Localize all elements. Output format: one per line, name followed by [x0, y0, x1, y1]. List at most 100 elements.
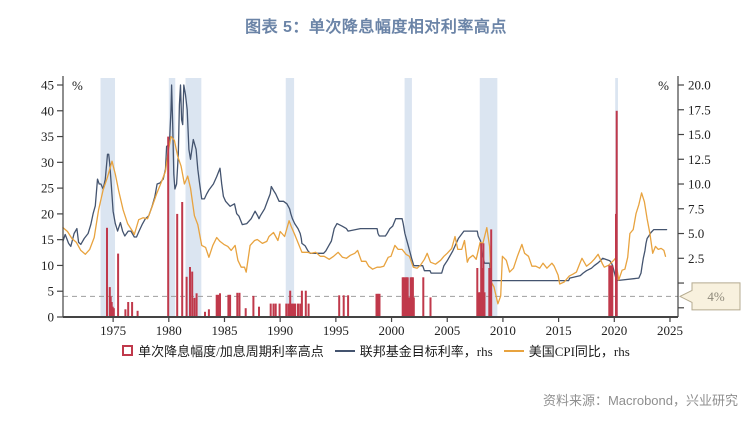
left-axis-tick-label: 15: [41, 232, 54, 247]
left-axis-tick-label: 5: [48, 284, 55, 299]
rate-cut-bar: [481, 268, 483, 317]
cpi-line: [62, 135, 667, 305]
rate-cut-bar: [411, 277, 414, 317]
axes: [62, 76, 679, 318]
rate-cut-bar: [422, 277, 425, 317]
rate-cut-bar: [611, 265, 614, 317]
right-axis-tick-label: 5.0: [688, 226, 704, 241]
x-axis-tick-label: 1975: [100, 323, 126, 338]
x-axis-tick-label: 2005: [434, 323, 460, 338]
rate-cut-bar: [290, 303, 293, 317]
right-axis-tick-label: 7.5: [688, 201, 704, 216]
rate-cut-bar: [489, 268, 492, 317]
left-axis-tick-label: 30: [41, 155, 54, 170]
left-axis-unit-label: %: [72, 78, 83, 93]
x-axis-tick-label: 1985: [211, 323, 237, 338]
rate-cut-bar: [410, 277, 413, 317]
legend-item-cpi: 美国CPI同比，rhs: [503, 341, 630, 360]
rate-cut-bar: [482, 243, 485, 317]
left-axis-tick-label: 45: [41, 78, 54, 93]
left-axis-tick-label: 0: [48, 310, 55, 325]
rate-cut-bar: [294, 303, 297, 317]
right-axis-tick-label: 12.5: [688, 152, 711, 167]
rate-cut-bar: [176, 213, 179, 317]
rate-cut-bar: [285, 303, 288, 317]
rate-cut-bar: [204, 311, 206, 317]
rate-cut-bar: [479, 292, 482, 317]
rate-cut-bar: [167, 136, 170, 317]
rate-cut-bar: [347, 295, 350, 317]
tick-marks: [57, 84, 684, 322]
rate-cut-bar: [300, 290, 303, 317]
rate-cut-bars: [106, 110, 618, 317]
right-axis-tick-label: 20.0: [688, 78, 711, 93]
rate-cut-bar: [112, 308, 115, 317]
rate-cut-bar: [269, 303, 272, 317]
rate-cut-bar: [274, 303, 277, 317]
rate-cut-bar: [258, 306, 260, 317]
rate-cut-bar: [407, 297, 410, 317]
legend-label-rate-cut: 单次降息幅度/加息周期利率高点: [138, 344, 324, 359]
rate-cut-bar: [195, 293, 198, 317]
rate-cut-bar: [409, 277, 412, 317]
legend-label-fed-funds: 联邦基金目标利率，rhs: [359, 344, 493, 359]
x-axis-tick-label: 1980: [156, 323, 182, 338]
rate-cut-bar: [304, 290, 307, 317]
rate-cut-bar: [401, 277, 404, 317]
rate-cut-bar: [292, 303, 295, 317]
rate-cut-bar: [289, 290, 292, 317]
rate-cut-bar: [181, 202, 184, 317]
recession-band: [100, 78, 116, 317]
rate-cut-bar: [124, 309, 127, 317]
rate-cut-bar: [405, 277, 408, 317]
rate-cut-bar: [307, 303, 310, 317]
rate-cut-bar: [490, 229, 493, 317]
rate-cut-bar: [378, 293, 381, 317]
left-axis-tick-label: 20: [41, 206, 54, 221]
rate-cut-bar: [608, 265, 611, 317]
rate-cut-bar: [299, 303, 302, 317]
rate-cut-bar: [193, 297, 196, 317]
rate-cut-bar: [338, 295, 341, 317]
rate-cut-bar: [478, 292, 480, 317]
rate-cut-bar: [278, 303, 281, 317]
right-axis-tick-label: 17.5: [688, 102, 711, 117]
x-axis-tick-label: 2010: [490, 323, 516, 338]
fed-funds-line-marker-icon: [334, 349, 355, 352]
legend-label-cpi: 美国CPI同比，rhs: [528, 344, 630, 359]
rate-cut-bar: [406, 277, 409, 317]
right-axis-tick-label: 15.0: [688, 127, 711, 142]
rate-cut-bar: [191, 271, 194, 317]
left-axis-tick-label: 10: [41, 258, 54, 273]
recession-band: [285, 78, 295, 317]
rate-cut-bar: [297, 303, 299, 317]
rate-cut-bar: [229, 294, 232, 317]
rate-cut-bar: [131, 302, 134, 317]
rate-cut-bar: [217, 294, 220, 317]
x-axis-tick-label: 1990: [267, 323, 293, 338]
rate-cut-bar: [252, 295, 255, 317]
right-axis-tick-label: 2.5: [688, 251, 704, 266]
recession-bands: [100, 78, 618, 317]
callout-bubble: [678, 282, 741, 311]
rate-cut-bar: [272, 303, 275, 317]
rate-cut-bar: [375, 293, 378, 317]
rate-cut-bar: [615, 110, 618, 317]
rate-cut-bar: [377, 293, 380, 317]
rate-cut-bar: [236, 292, 239, 317]
legend-item-rate-cut: 单次降息幅度/加息周期利率高点: [122, 341, 324, 360]
rate-cut-bar: [404, 277, 407, 317]
recession-band: [185, 78, 202, 317]
recession-band: [404, 78, 412, 317]
chart-legend: 单次降息幅度/加息周期利率高点 联邦基金目标利率，rhs 美国CPI同比，rhs: [0, 341, 752, 360]
tick-labels: 0510152025303540452.55.07.510.012.515.01…: [41, 78, 711, 339]
page-title: 图表 5：单次降息幅度相对利率高点: [245, 19, 507, 36]
source-note: 资料来源：Macrobond，兴业研究: [542, 393, 738, 408]
recession-band: [168, 78, 176, 317]
rate-cut-bar: [219, 293, 221, 317]
x-axis-tick-label: 1995: [323, 323, 349, 338]
rate-cut-bar: [117, 253, 120, 317]
rate-cut-bar: [111, 306, 114, 317]
